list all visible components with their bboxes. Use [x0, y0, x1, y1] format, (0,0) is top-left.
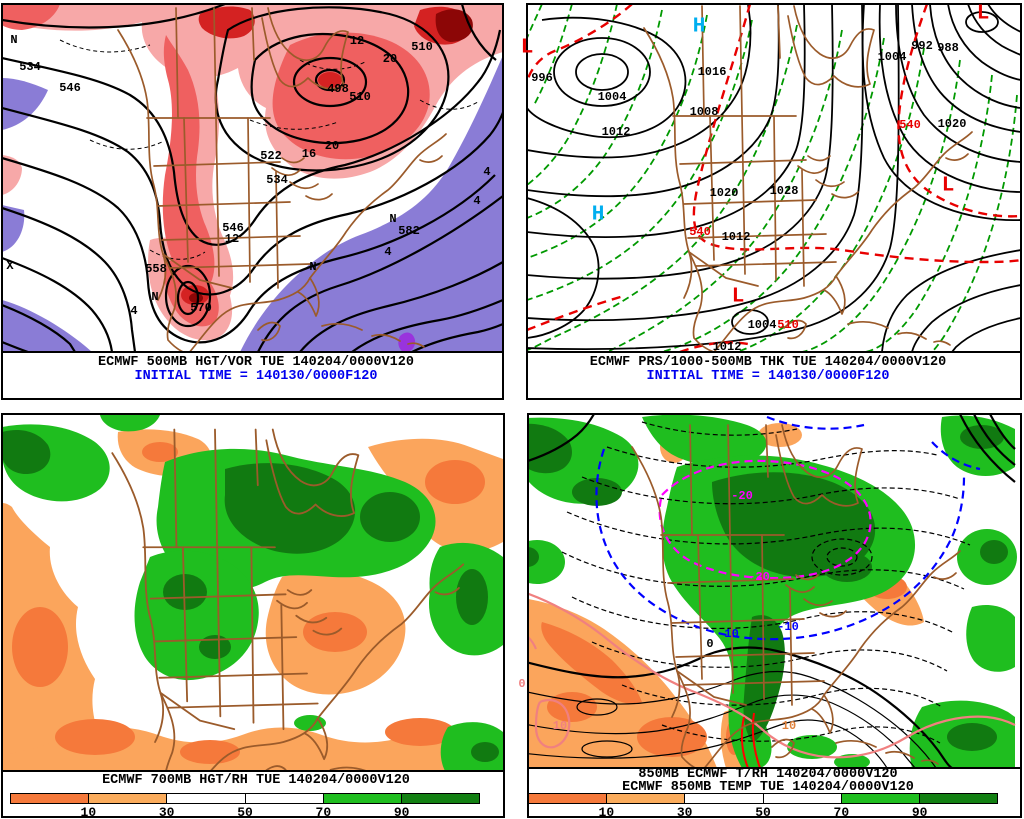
map-850mb-t-rh [527, 413, 1022, 818]
panel-border [1, 413, 505, 818]
colorbar-segment [841, 794, 920, 803]
positive-vorticity-darkest [189, 9, 473, 303]
colorbar-segment [245, 794, 324, 803]
colorbar-tick-label: 30 [158, 805, 175, 819]
colorbar-segment [167, 794, 246, 803]
colorbar-segment [323, 794, 402, 803]
rh-dry-dark [12, 442, 485, 764]
colorbar-tick-label: 70 [833, 805, 850, 819]
panel-title: ECMWF PRS/1000-500MB THK TUE 140204/0000… [589, 355, 947, 370]
panel-title: ECMWF 700MB HGT/RH TUE 140204/0000V120 [102, 773, 410, 788]
panel-title: ECMWF 500MB HGT/VOR TUE 140204/0000V120 [98, 355, 414, 370]
colorbar-tick-label: 30 [676, 805, 693, 819]
map-700mb-rh [1, 413, 505, 818]
zero-isotherm [529, 415, 1016, 767]
colorbar-segment [529, 794, 608, 803]
colorbar-tick-label: 90 [393, 805, 410, 819]
rh-colorbar-ticks: 10 30 50 70 90 [528, 805, 998, 819]
thickness-contours [528, 5, 1018, 351]
colorbar-segment [401, 794, 480, 803]
colorbar-segment [919, 794, 998, 803]
critical-thickness-lines [528, 5, 1020, 351]
colorbar-tick-label: 90 [911, 805, 928, 819]
colorbar-segment [607, 794, 686, 803]
map-prs-thickness [526, 3, 1022, 400]
height-contours [3, 5, 502, 351]
panel-border [1, 3, 504, 400]
negative-vorticity-core [398, 332, 416, 351]
colorbar-segment [89, 794, 168, 803]
rh-colorbar [528, 793, 998, 804]
panel-700mb-rh: ECMWF 700MB HGT/RH TUE 140204/0000V120 1… [0, 407, 512, 819]
map-500mb-hgt-vor [1, 3, 504, 400]
panel-title-line2: ECMWF 850MB TEMP TUE 140204/0000V120 [622, 780, 914, 795]
isotherm-red-lines [740, 712, 761, 767]
rh-colorbar-ticks: 10 30 50 70 90 [10, 805, 480, 819]
panel-title-line1: 850MB ECMWF T/RH 140204/0000V120 [638, 767, 898, 782]
colorbar-tick-label: 10 [598, 805, 615, 819]
colorbar-segment [685, 794, 764, 803]
panel-border [526, 3, 1022, 400]
panel-init-time: INITIAL TIME = 140130/0000F120 [646, 369, 890, 384]
panel-init-time: INITIAL TIME = 140130/0000F120 [134, 369, 378, 384]
colorbar-tick-label: 10 [80, 805, 97, 819]
colorbar-tick-label: 50 [755, 805, 771, 819]
isobars [528, 5, 1020, 351]
panel-500mb-hgt-vor: N 534 546 12 510 20 498 510 522 16 20 534 546 12 558 57… [0, 0, 512, 407]
colorbar-tick-label: 70 [315, 805, 332, 819]
panel-border [527, 413, 1022, 818]
isotherms-subzero [561, 421, 971, 744]
panel-prs-thickness: L H H L L L 996 1004 1012 1016 1008 1020 1028 540 1012… [512, 0, 1024, 407]
colorbar-segment [763, 794, 842, 803]
vorticity-contours [59, 39, 479, 260]
rh-colorbar [10, 793, 480, 804]
colorbar-segment [11, 794, 90, 803]
isotherm-blue-line [595, 415, 981, 641]
colorbar-tick-label: 50 [237, 805, 253, 819]
panel-850mb-t-rh: -20 -20 -10 -10 0 0 10 10 850MB ECMWF T/RH 1402… [512, 407, 1024, 819]
